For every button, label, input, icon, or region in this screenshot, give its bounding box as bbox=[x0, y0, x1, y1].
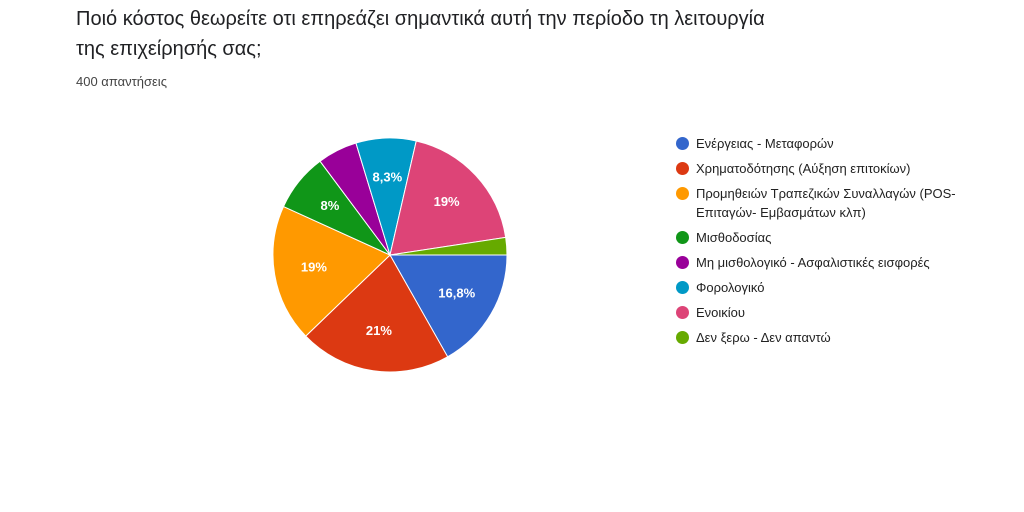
legend-label: Ενέργειας - Μεταφορών bbox=[696, 136, 834, 151]
legend-item: Φορολογικό bbox=[676, 278, 986, 297]
legend-item: Μισθοδοσίας bbox=[676, 228, 986, 247]
legend-item: Προμηθειών Τραπεζικών Συναλλαγών (POS-Επ… bbox=[676, 184, 986, 222]
slice-label: 8% bbox=[320, 198, 339, 213]
legend-item: Ενοικίου bbox=[676, 303, 986, 322]
legend-swatch bbox=[676, 281, 689, 294]
legend-label: Δεν ξερω - Δεν απαντώ bbox=[696, 330, 831, 345]
legend-swatch bbox=[676, 231, 689, 244]
legend-label: Φορολογικό bbox=[696, 280, 765, 295]
legend-item: Χρηματοδότησης (Αύξηση επιτοκίων) bbox=[676, 159, 986, 178]
legend-item: Δεν ξερω - Δεν απαντώ bbox=[676, 328, 986, 347]
legend-label: Μη μισθολογικό - Ασφαλιστικές εισφορές bbox=[696, 255, 930, 270]
chart-subtitle: 400 απαντήσεις bbox=[76, 74, 167, 89]
legend-swatch bbox=[676, 331, 689, 344]
pie-slice bbox=[272, 205, 391, 337]
slice-label: 16,8% bbox=[438, 285, 475, 300]
legend-swatch bbox=[676, 306, 689, 319]
legend: Ενέργειας - Μεταφορών Χρηματοδότησης (Αύξ… bbox=[676, 134, 996, 353]
pie-slice bbox=[389, 140, 507, 256]
legend-item: Ενέργειας - Μεταφορών bbox=[676, 134, 986, 153]
slice-label: 19% bbox=[301, 259, 327, 274]
legend-swatch bbox=[676, 187, 689, 200]
legend-label: Χρηματοδότησης (Αύξηση επιτοκίων) bbox=[696, 161, 911, 176]
pie-slice bbox=[389, 254, 508, 358]
slice-label: 8,3% bbox=[373, 169, 403, 184]
legend-label: Ενοικίου bbox=[696, 305, 746, 320]
slice-label: 21% bbox=[366, 323, 392, 338]
legend-item: Μη μισθολογικό - Ασφαλιστικές εισφορές bbox=[676, 253, 986, 272]
slice-label: 19% bbox=[434, 194, 460, 209]
legend-swatch bbox=[676, 256, 689, 269]
legend-swatch bbox=[676, 137, 689, 150]
pie-slice bbox=[305, 254, 449, 373]
legend-swatch bbox=[676, 162, 689, 175]
chart-title: Ποιό κόστος θεωρείτε οτι επηρεάζει σημαν… bbox=[76, 8, 765, 60]
legend-label: Μισθοδοσίας bbox=[696, 230, 772, 245]
pie-slice bbox=[389, 236, 508, 256]
legend-label: Προμηθειών Τραπεζικών Συναλλαγών (POS-Επ… bbox=[696, 186, 956, 220]
